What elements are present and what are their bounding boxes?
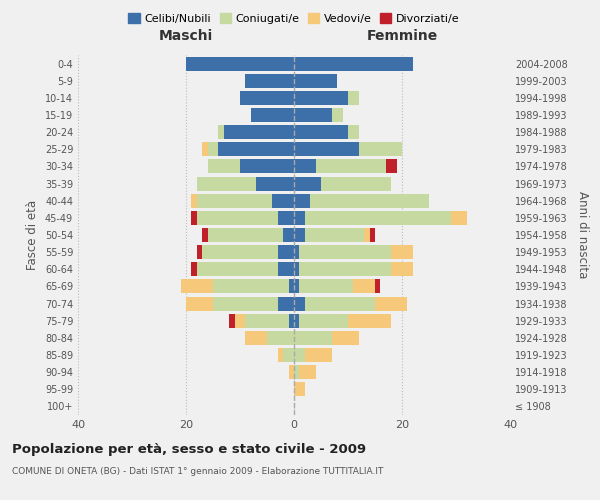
Bar	[202, 142, 208, 156]
Bar	[294, 382, 305, 396]
Bar	[294, 91, 348, 105]
Bar	[294, 176, 321, 190]
Bar	[348, 314, 391, 328]
Bar	[305, 348, 332, 362]
Bar	[197, 176, 256, 190]
Y-axis label: Anni di nascita: Anni di nascita	[576, 192, 589, 278]
Bar	[289, 365, 294, 379]
Legend: Celibi/Nubili, Coniugati/e, Vedovi/e, Divorziati/e: Celibi/Nubili, Coniugati/e, Vedovi/e, Di…	[125, 10, 463, 28]
Bar	[294, 142, 359, 156]
Bar	[278, 262, 294, 276]
Bar	[294, 314, 299, 328]
Bar	[294, 365, 299, 379]
Bar	[272, 194, 294, 207]
Bar	[299, 314, 348, 328]
Bar	[305, 296, 375, 310]
Bar	[256, 176, 294, 190]
Bar	[235, 314, 245, 328]
Bar	[294, 194, 310, 207]
Bar	[240, 160, 294, 173]
Bar	[359, 142, 402, 156]
Bar	[294, 74, 337, 88]
Bar	[213, 296, 278, 310]
Bar	[294, 56, 413, 70]
Bar	[294, 211, 305, 225]
Text: Maschi: Maschi	[159, 29, 213, 43]
Bar	[267, 331, 294, 345]
Bar	[208, 142, 218, 156]
Text: Femmine: Femmine	[367, 29, 437, 43]
Bar	[332, 108, 343, 122]
Bar	[197, 262, 278, 276]
Bar	[245, 331, 267, 345]
Bar	[278, 245, 294, 259]
Bar	[229, 314, 235, 328]
Y-axis label: Fasce di età: Fasce di età	[26, 200, 39, 270]
Bar	[191, 194, 197, 207]
Bar	[294, 348, 305, 362]
Bar	[370, 228, 375, 242]
Bar	[278, 211, 294, 225]
Bar	[245, 314, 289, 328]
Bar	[294, 228, 305, 242]
Bar	[278, 348, 283, 362]
Bar	[278, 296, 294, 310]
Bar	[375, 280, 380, 293]
Bar	[299, 245, 391, 259]
Bar	[294, 331, 332, 345]
Bar	[294, 296, 305, 310]
Bar	[294, 125, 348, 139]
Bar	[202, 245, 278, 259]
Bar	[375, 296, 407, 310]
Bar	[299, 365, 316, 379]
Bar	[186, 296, 213, 310]
Bar	[289, 280, 294, 293]
Bar	[294, 262, 299, 276]
Text: COMUNE DI ONETA (BG) - Dati ISTAT 1° gennaio 2009 - Elaborazione TUTTITALIA.IT: COMUNE DI ONETA (BG) - Dati ISTAT 1° gen…	[12, 468, 383, 476]
Bar	[191, 211, 197, 225]
Bar	[364, 228, 370, 242]
Bar	[391, 245, 413, 259]
Bar	[186, 56, 294, 70]
Bar	[197, 211, 278, 225]
Bar	[305, 228, 364, 242]
Bar	[240, 91, 294, 105]
Bar	[289, 314, 294, 328]
Bar	[208, 160, 240, 173]
Bar	[224, 125, 294, 139]
Bar	[294, 245, 299, 259]
Bar	[294, 108, 332, 122]
Bar	[316, 160, 386, 173]
Bar	[181, 280, 213, 293]
Text: Popolazione per età, sesso e stato civile - 2009: Popolazione per età, sesso e stato civil…	[12, 442, 366, 456]
Bar	[299, 280, 353, 293]
Bar	[451, 211, 467, 225]
Bar	[283, 228, 294, 242]
Bar	[299, 262, 391, 276]
Bar	[213, 280, 289, 293]
Bar	[305, 211, 451, 225]
Bar	[218, 142, 294, 156]
Bar	[294, 160, 316, 173]
Bar	[386, 160, 397, 173]
Bar	[348, 125, 359, 139]
Bar	[197, 245, 202, 259]
Bar	[348, 91, 359, 105]
Bar	[353, 280, 375, 293]
Bar	[191, 262, 197, 276]
Bar	[218, 125, 224, 139]
Bar	[208, 228, 283, 242]
Bar	[332, 331, 359, 345]
Bar	[321, 176, 391, 190]
Bar	[202, 228, 208, 242]
Bar	[310, 194, 429, 207]
Bar	[391, 262, 413, 276]
Bar	[294, 280, 299, 293]
Bar	[245, 74, 294, 88]
Bar	[197, 194, 272, 207]
Bar	[251, 108, 294, 122]
Bar	[283, 348, 294, 362]
